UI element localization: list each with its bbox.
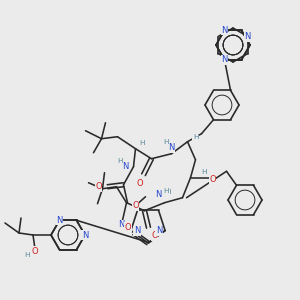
- Text: H: H: [202, 169, 207, 175]
- Text: N: N: [221, 26, 228, 35]
- Text: N: N: [168, 143, 175, 152]
- Text: H: H: [139, 140, 144, 146]
- Text: H: H: [193, 134, 198, 140]
- Text: N: N: [244, 32, 251, 41]
- Text: N: N: [156, 226, 162, 235]
- Text: N: N: [118, 220, 125, 229]
- Text: O: O: [151, 231, 158, 240]
- Text: O: O: [209, 175, 216, 184]
- Text: O: O: [125, 223, 131, 232]
- Text: N: N: [155, 190, 162, 199]
- Text: O: O: [132, 201, 139, 210]
- Text: N: N: [134, 226, 140, 235]
- Text: H: H: [164, 188, 169, 194]
- Text: N: N: [82, 230, 88, 239]
- Text: N: N: [221, 55, 228, 64]
- Text: O: O: [136, 179, 143, 188]
- Text: H: H: [163, 139, 168, 145]
- Text: N: N: [56, 216, 63, 225]
- Text: O: O: [95, 182, 102, 191]
- Text: H: H: [166, 189, 171, 195]
- Text: H: H: [117, 158, 122, 164]
- Text: N: N: [122, 162, 129, 171]
- Text: H: H: [24, 252, 30, 258]
- Text: O: O: [32, 247, 38, 256]
